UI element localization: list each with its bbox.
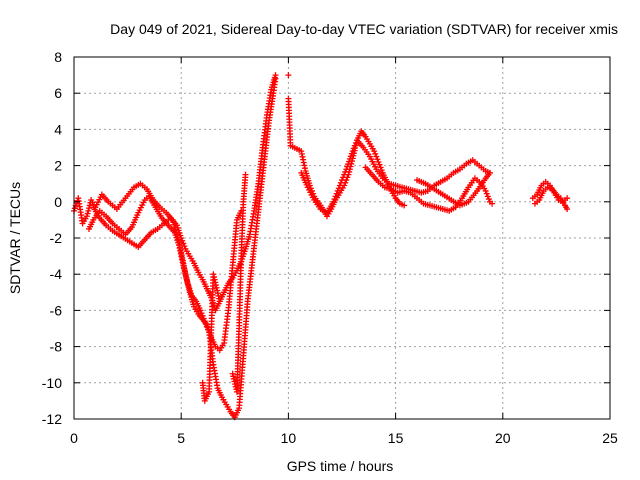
data-point bbox=[341, 171, 348, 178]
x-tick-label: 5 bbox=[177, 430, 185, 446]
data-points bbox=[71, 72, 571, 421]
data-point bbox=[331, 196, 338, 203]
y-tick-label: 4 bbox=[54, 121, 62, 137]
data-point bbox=[178, 235, 185, 241]
data-point bbox=[180, 240, 187, 247]
data-point bbox=[334, 187, 341, 194]
data-point bbox=[198, 310, 205, 317]
data-point bbox=[376, 161, 383, 168]
data-point bbox=[200, 315, 207, 322]
data-point bbox=[84, 210, 91, 217]
data-point bbox=[482, 187, 489, 194]
y-tick-label: -8 bbox=[50, 339, 63, 355]
y-tick-label: -10 bbox=[42, 375, 62, 391]
y-tick-label: -2 bbox=[50, 230, 63, 246]
x-tick-label: 10 bbox=[281, 430, 297, 446]
data-point bbox=[181, 243, 188, 250]
data-point bbox=[242, 171, 249, 178]
y-tick-label: 8 bbox=[54, 49, 62, 65]
data-point bbox=[85, 207, 92, 214]
data-point bbox=[216, 298, 223, 305]
data-point bbox=[483, 190, 490, 197]
data-point bbox=[372, 150, 379, 157]
chart-title: Day 049 of 2021, Sidereal Day-to-day VTE… bbox=[110, 21, 618, 37]
ticks: -12 -10 -8 -6 -4 -2 0 2 4 6 8 0 5 10 15 20 25 bbox=[42, 49, 618, 446]
data-point bbox=[272, 72, 279, 79]
data-point bbox=[340, 174, 347, 181]
y-tick-label: 0 bbox=[54, 194, 62, 210]
y-axis-label: SDTVAR / TECUs bbox=[7, 182, 23, 294]
data-point bbox=[349, 148, 356, 155]
data-point bbox=[205, 326, 211, 333]
y-tick-label: -12 bbox=[42, 411, 62, 427]
data-point bbox=[350, 145, 357, 152]
data-point bbox=[374, 156, 381, 163]
data-point bbox=[373, 153, 380, 160]
data-point bbox=[285, 72, 292, 79]
data-point bbox=[83, 213, 90, 220]
data-point bbox=[330, 198, 337, 205]
x-tick-label: 0 bbox=[70, 430, 78, 446]
data-point bbox=[336, 182, 343, 189]
x-tick-label: 15 bbox=[388, 430, 404, 446]
y-tick-label: 2 bbox=[54, 158, 62, 174]
data-point bbox=[485, 196, 492, 203]
data-point bbox=[564, 206, 571, 213]
data-point bbox=[378, 167, 385, 174]
data-point bbox=[564, 195, 571, 202]
data-point bbox=[342, 168, 349, 175]
data-point bbox=[86, 205, 93, 212]
data-point bbox=[484, 193, 491, 200]
data-point bbox=[351, 142, 358, 149]
data-point bbox=[489, 200, 496, 207]
data-point bbox=[337, 179, 344, 186]
data-point bbox=[335, 185, 342, 192]
data-point bbox=[339, 177, 345, 184]
data-point bbox=[179, 237, 186, 244]
x-tick-label: 25 bbox=[602, 430, 618, 446]
data-point bbox=[371, 148, 378, 155]
y-tick-label: -4 bbox=[50, 266, 63, 282]
data-point bbox=[333, 190, 340, 197]
y-tick-label: -6 bbox=[50, 302, 63, 318]
grid bbox=[74, 57, 610, 419]
y-tick-label: 6 bbox=[54, 85, 62, 101]
data-point bbox=[199, 312, 206, 319]
data-point bbox=[401, 202, 408, 209]
x-tick-label: 20 bbox=[495, 430, 511, 446]
data-point bbox=[202, 320, 209, 327]
data-point bbox=[332, 193, 339, 200]
data-point bbox=[375, 158, 382, 165]
data-point bbox=[352, 139, 359, 146]
data-point bbox=[486, 169, 493, 176]
data-point bbox=[197, 307, 204, 314]
x-axis-label: GPS time / hours bbox=[287, 458, 394, 474]
data-point bbox=[377, 164, 384, 171]
data-point bbox=[201, 318, 208, 325]
